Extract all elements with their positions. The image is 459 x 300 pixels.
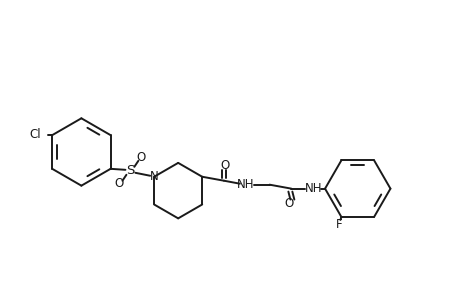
Text: F: F bbox=[336, 218, 342, 231]
Text: NH: NH bbox=[304, 182, 321, 195]
Text: O: O bbox=[220, 159, 229, 172]
Text: O: O bbox=[136, 152, 146, 164]
Text: S: S bbox=[126, 164, 134, 177]
Text: O: O bbox=[284, 197, 293, 210]
Text: N: N bbox=[150, 170, 158, 183]
Text: NH: NH bbox=[236, 178, 254, 191]
Text: Cl: Cl bbox=[30, 128, 41, 141]
Text: O: O bbox=[115, 177, 124, 190]
